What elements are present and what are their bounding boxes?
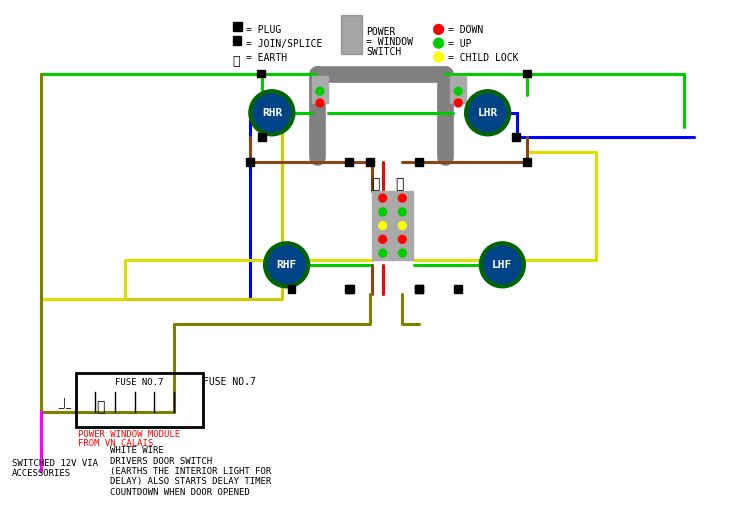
- Bar: [523, 70, 531, 78]
- Circle shape: [434, 38, 444, 48]
- Text: _|_: _|_: [58, 397, 71, 407]
- Text: LHR: LHR: [478, 108, 498, 118]
- Text: ⌖: ⌖: [233, 55, 240, 68]
- Bar: [312, 76, 328, 103]
- Bar: [76, 373, 203, 427]
- Bar: [345, 285, 353, 293]
- Bar: [247, 158, 254, 166]
- Text: POWER: POWER: [366, 27, 395, 38]
- Bar: [415, 285, 423, 293]
- Text: = JOIN/SPLICE: = JOIN/SPLICE: [247, 39, 323, 49]
- Text: = EARTH: = EARTH: [247, 53, 288, 63]
- Bar: [415, 285, 423, 293]
- Circle shape: [398, 221, 406, 230]
- Bar: [366, 158, 374, 166]
- Text: FUSE NO.7: FUSE NO.7: [116, 378, 163, 387]
- Bar: [512, 134, 520, 141]
- Circle shape: [379, 249, 386, 257]
- Circle shape: [434, 24, 444, 35]
- Bar: [288, 285, 295, 293]
- Text: ⌖: ⌖: [395, 177, 403, 192]
- Text: = PLUG: = PLUG: [247, 25, 282, 36]
- Text: POWER WINDOW MODULE: POWER WINDOW MODULE: [78, 430, 180, 438]
- Text: = CHILD LOCK: = CHILD LOCK: [448, 53, 519, 63]
- Text: RHR: RHR: [262, 108, 282, 118]
- Bar: [258, 134, 266, 141]
- Text: WHITE WIRE
DRIVERS DOOR SWITCH
(EARTHS THE INTERIOR LIGHT FOR
DELAY) ALSO STARTS: WHITE WIRE DRIVERS DOOR SWITCH (EARTHS T…: [110, 446, 272, 497]
- Text: SWITCHED 12V VIA
ACCESSORIES: SWITCHED 12V VIA ACCESSORIES: [12, 459, 98, 479]
- Circle shape: [379, 235, 386, 243]
- Circle shape: [379, 194, 386, 202]
- Circle shape: [398, 208, 406, 216]
- Bar: [257, 70, 265, 78]
- Text: LHF: LHF: [492, 260, 512, 270]
- Text: = UP: = UP: [448, 39, 472, 49]
- Text: FUSE NO.7: FUSE NO.7: [203, 377, 256, 388]
- Circle shape: [398, 235, 406, 243]
- Bar: [347, 285, 354, 293]
- Text: ⌖: ⌖: [96, 400, 105, 414]
- Circle shape: [265, 243, 308, 287]
- Circle shape: [454, 87, 462, 95]
- Bar: [341, 15, 362, 54]
- Circle shape: [316, 99, 324, 107]
- Circle shape: [250, 91, 294, 134]
- Circle shape: [454, 99, 462, 107]
- Circle shape: [481, 243, 524, 287]
- Circle shape: [398, 249, 406, 257]
- Text: RHF: RHF: [277, 260, 297, 270]
- Bar: [454, 285, 462, 293]
- Bar: [523, 158, 531, 166]
- Circle shape: [316, 87, 324, 95]
- Bar: [450, 76, 466, 103]
- Circle shape: [466, 91, 509, 134]
- Circle shape: [434, 52, 444, 62]
- Text: = WINDOW: = WINDOW: [366, 37, 413, 47]
- Bar: [372, 191, 394, 260]
- Circle shape: [398, 194, 406, 202]
- Circle shape: [379, 208, 386, 216]
- Text: SWITCH: SWITCH: [366, 47, 401, 57]
- Bar: [392, 191, 413, 260]
- Text: FROM VN CALAIS: FROM VN CALAIS: [78, 439, 153, 449]
- Bar: [415, 158, 423, 166]
- Bar: [233, 36, 241, 45]
- Text: ⌖: ⌖: [372, 177, 380, 192]
- Bar: [345, 158, 353, 166]
- Text: = DOWN: = DOWN: [448, 25, 484, 36]
- Bar: [233, 21, 242, 31]
- Circle shape: [379, 221, 386, 230]
